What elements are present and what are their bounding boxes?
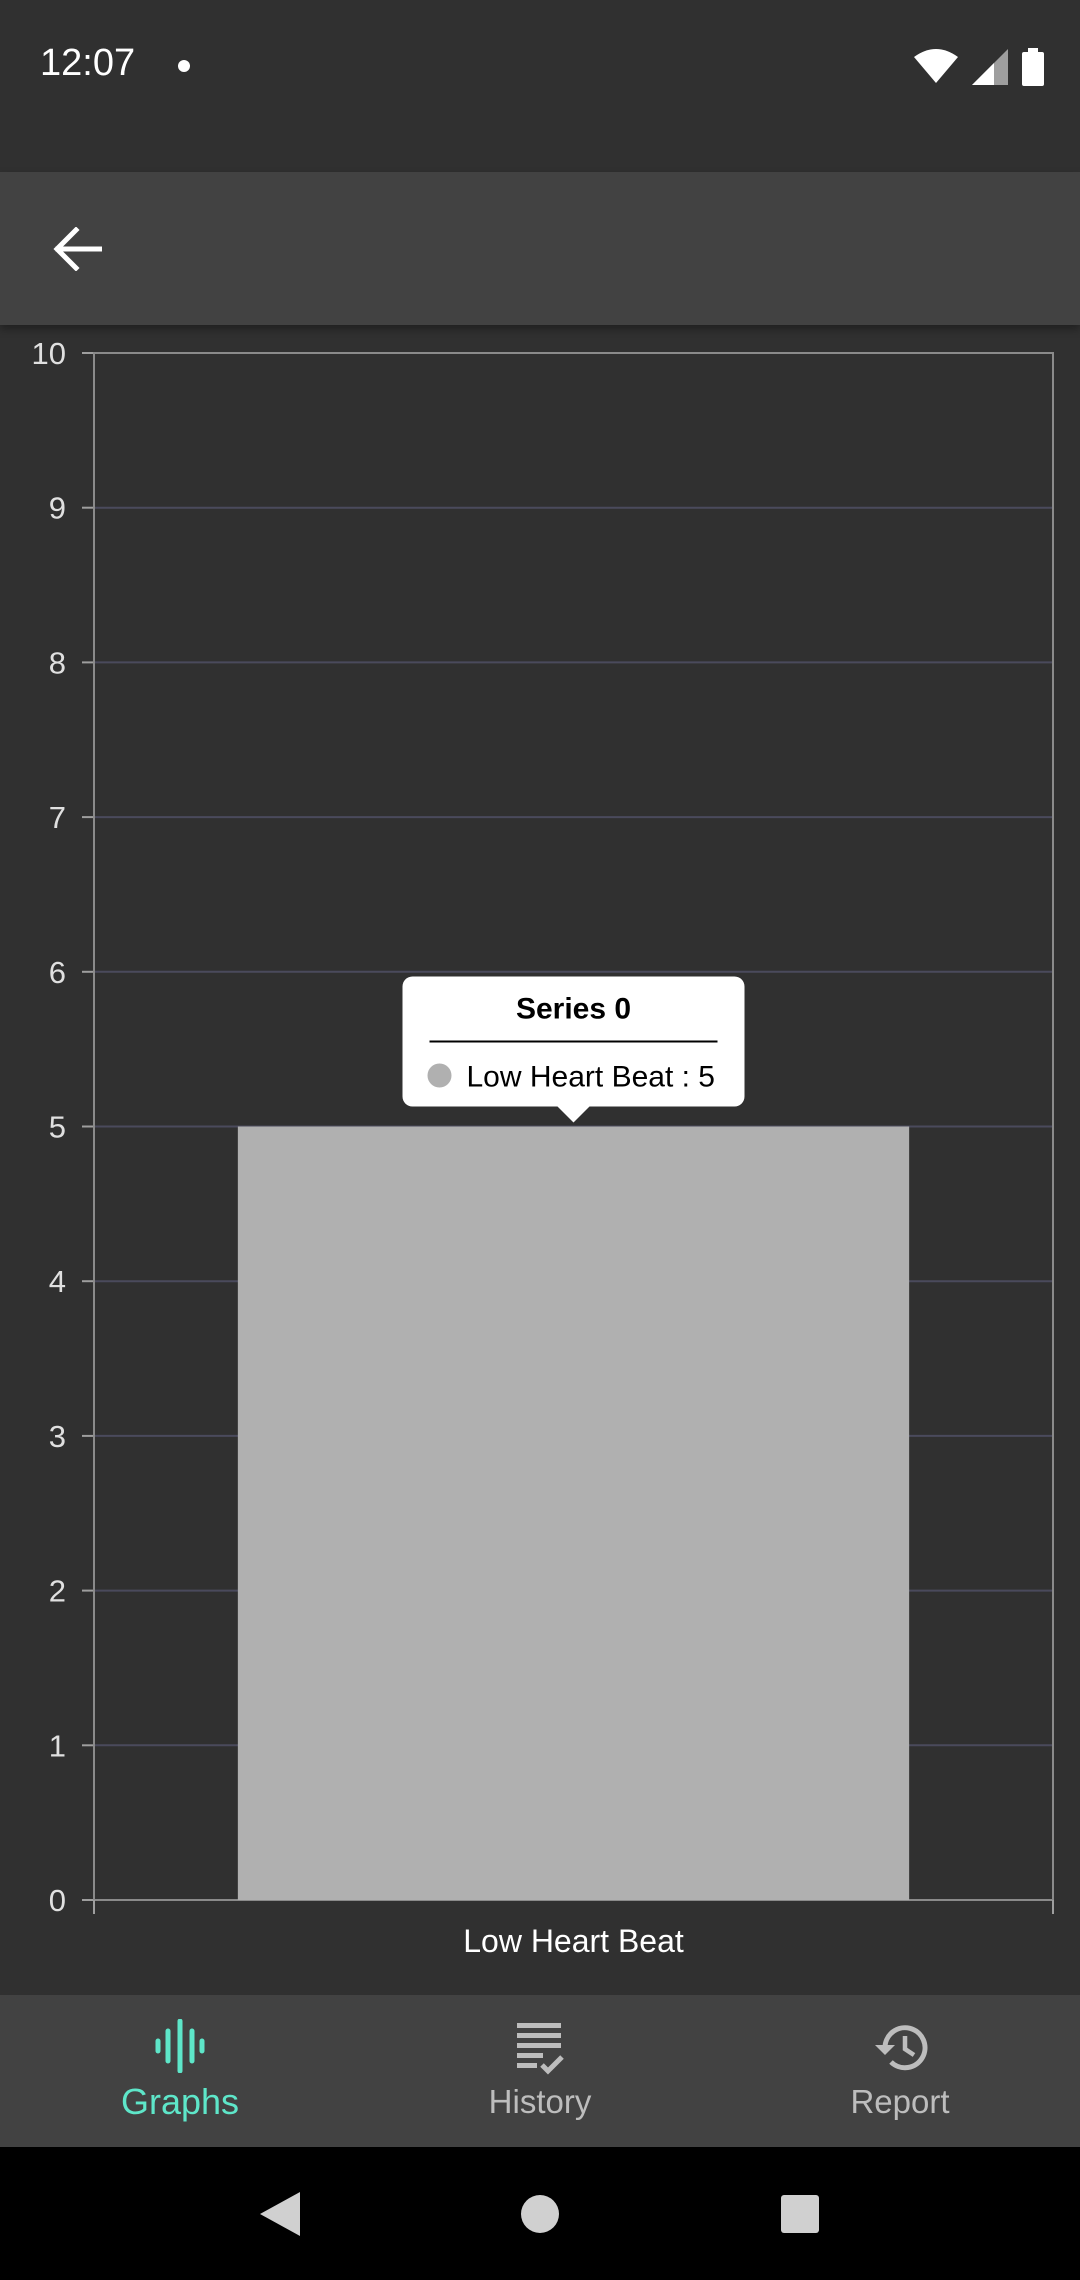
nav-label-graphs: Graphs	[120, 2081, 240, 2122]
nav-item-report[interactable]: Report	[720, 1995, 1080, 2147]
bottom-navigation: Graphs History Report	[0, 1995, 1080, 2147]
y-tick-label: 7	[49, 800, 66, 835]
y-tick-label: 8	[49, 645, 66, 680]
status-bar: 12:07	[0, 0, 1080, 172]
y-tick-label: 9	[49, 491, 66, 526]
bar	[237, 1126, 910, 1900]
y-tick-label: 1	[49, 1728, 66, 1763]
nav-label-report: Report	[850, 2083, 950, 2120]
y-tick-label: 2	[49, 1574, 66, 1609]
notification-dot-icon	[178, 60, 190, 72]
status-icons	[914, 48, 1044, 86]
system-recents-button[interactable]	[760, 2174, 840, 2254]
tooltip-title: Series 0	[516, 993, 631, 1026]
y-tick-label: 3	[49, 1419, 66, 1454]
y-tick-label: 6	[49, 955, 66, 990]
circle-home-icon	[521, 2194, 559, 2233]
y-tick-label: 4	[49, 1264, 66, 1299]
waveform-icon	[155, 2019, 205, 2073]
system-navigation-bar	[0, 2147, 1080, 2280]
tooltip-pointer	[557, 1106, 590, 1123]
app-bar	[0, 172, 1080, 325]
back-button[interactable]	[36, 208, 118, 290]
y-tick-label: 0	[49, 1883, 66, 1918]
x-tick-label: Low Heart Beat	[463, 1923, 684, 1959]
battery-icon	[1022, 48, 1044, 86]
nav-label-history: History	[488, 2083, 592, 2120]
list-check-icon	[517, 2023, 564, 2075]
bar-chart: 0 1 2 3 4 5 6 7 8 9 10 Low Heart Beat Series 0 Low He…	[0, 325, 1080, 1995]
y-tick-label: 10	[32, 336, 66, 371]
history-clock-icon	[875, 2025, 928, 2071]
nav-item-graphs[interactable]: Graphs	[0, 1995, 360, 2147]
nav-item-history[interactable]: History	[360, 1995, 720, 2147]
wifi-icon	[914, 49, 958, 83]
cell-signal-icon	[972, 49, 1008, 85]
triangle-back-icon	[260, 2191, 300, 2236]
arrow-left-icon	[53, 227, 102, 271]
system-back-button[interactable]	[240, 2174, 320, 2254]
chart-svg: 0 1 2 3 4 5 6 7 8 9 10 Low Heart Beat Series 0 Low He…	[32, 336, 1054, 1959]
tooltip-label: Low Heart Beat : 5	[467, 1061, 715, 1094]
tooltip-series-dot	[427, 1063, 452, 1088]
status-time: 12:07	[40, 42, 136, 84]
square-recents-icon	[781, 2194, 819, 2233]
y-tick-label: 5	[49, 1110, 66, 1145]
system-home-button[interactable]	[500, 2174, 580, 2254]
